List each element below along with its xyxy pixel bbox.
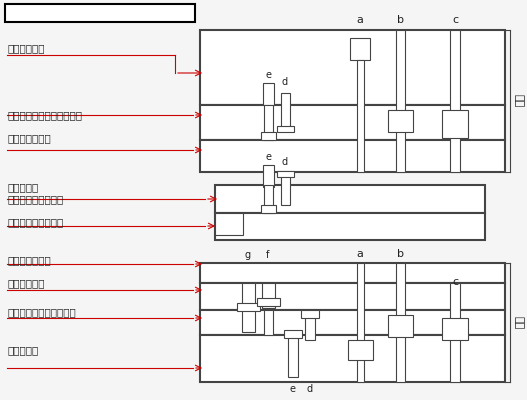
- Text: パンチバッキングプレート: パンチバッキングプレート: [7, 110, 82, 120]
- Text: b: b: [396, 15, 404, 25]
- Bar: [200, 30, 505, 105]
- Bar: [200, 310, 505, 335]
- Bar: [242, 283, 255, 332]
- Text: a: a: [357, 249, 364, 259]
- Text: e: e: [290, 384, 296, 394]
- Bar: [357, 60, 364, 172]
- Bar: [215, 213, 243, 235]
- Text: f: f: [266, 250, 270, 260]
- Bar: [200, 105, 505, 140]
- Bar: [284, 330, 302, 338]
- Text: パンチホルダ: パンチホルダ: [7, 43, 44, 53]
- Text: 上型: 上型: [513, 94, 523, 108]
- Bar: [200, 263, 505, 283]
- Bar: [281, 173, 290, 205]
- Bar: [264, 105, 273, 140]
- Text: e: e: [265, 70, 271, 80]
- Text: g: g: [245, 250, 251, 260]
- Text: ダイホルダ: ダイホルダ: [7, 345, 38, 355]
- Text: ダイバッキングプレート: ダイバッキングプレート: [7, 307, 76, 317]
- Text: d: d: [282, 157, 288, 167]
- Bar: [237, 303, 260, 311]
- Bar: [5, 4, 195, 22]
- Bar: [396, 30, 405, 172]
- Text: c: c: [452, 277, 458, 287]
- Text: c: c: [452, 15, 458, 25]
- Bar: [264, 185, 273, 213]
- Bar: [263, 165, 274, 187]
- Bar: [281, 93, 290, 128]
- Text: 【図1】止めねじの締め付け方向: 【図1】止めねじの締め付け方向: [8, 6, 129, 20]
- Bar: [277, 171, 294, 177]
- Bar: [450, 283, 460, 382]
- Bar: [350, 38, 370, 60]
- Bar: [348, 340, 373, 360]
- Bar: [442, 110, 468, 138]
- Bar: [450, 30, 460, 172]
- Bar: [301, 310, 319, 318]
- Text: d: d: [282, 77, 288, 87]
- Bar: [305, 315, 315, 340]
- Text: 下型: 下型: [513, 316, 523, 329]
- Text: ストリッパプレート: ストリッパプレート: [7, 217, 63, 227]
- Bar: [388, 110, 413, 132]
- Bar: [200, 140, 505, 172]
- Text: パンチプレート: パンチプレート: [7, 133, 51, 143]
- Bar: [215, 213, 485, 240]
- Bar: [388, 315, 413, 337]
- Text: e: e: [265, 152, 271, 162]
- Bar: [264, 310, 273, 335]
- Text: ダイプレート: ダイプレート: [7, 278, 44, 288]
- Bar: [263, 83, 274, 105]
- Bar: [261, 132, 276, 140]
- Bar: [442, 318, 468, 340]
- Bar: [261, 205, 276, 213]
- Text: b: b: [396, 249, 404, 259]
- Text: a: a: [357, 15, 364, 25]
- Bar: [396, 263, 405, 382]
- Bar: [262, 283, 275, 308]
- Text: ガイドプレート: ガイドプレート: [7, 255, 51, 265]
- Bar: [200, 283, 505, 310]
- Text: d: d: [307, 384, 313, 394]
- Bar: [200, 335, 505, 382]
- Bar: [257, 298, 280, 306]
- Bar: [357, 263, 364, 382]
- Bar: [288, 335, 298, 377]
- Bar: [277, 126, 294, 132]
- Bar: [215, 185, 485, 213]
- Text: ストリッパ
バッキングプレート: ストリッパ バッキングプレート: [7, 182, 63, 204]
